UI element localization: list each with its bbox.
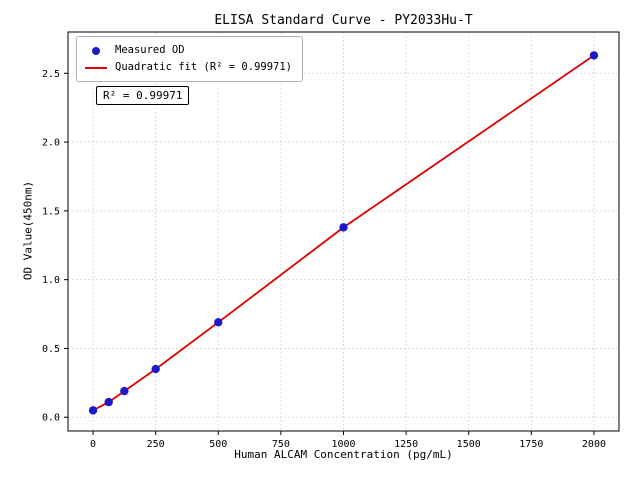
x-tick-label: 1000	[331, 439, 355, 450]
y-tick-label: 0.5	[42, 344, 60, 355]
x-tick-label: 1750	[519, 439, 543, 450]
y-tick-label: 2.5	[42, 69, 60, 80]
r-squared-annotation: R² = 0.99971	[96, 86, 190, 105]
legend-label-measured: Measured OD	[115, 44, 185, 56]
x-tick-label: 0	[90, 439, 96, 450]
data-point	[589, 51, 599, 60]
chart-title: ELISA Standard Curve - PY2033Hu-T	[214, 13, 473, 28]
x-axis-label: Human ALCAM Concentration (pg/mL)	[234, 448, 453, 461]
legend-label-fit: Quadratic fit (R² = 0.99971)	[115, 61, 293, 73]
x-tick-label: 500	[209, 439, 227, 450]
y-tick-label: 0.0	[42, 413, 60, 424]
legend: Measured OD Quadratic fit (R² = 0.99971)	[76, 36, 304, 82]
measured-od-marker-icon	[92, 46, 100, 55]
y-tick-label: 2.0	[42, 138, 60, 149]
y-tick-label: 1.0	[42, 275, 60, 286]
x-tick-label: 1250	[394, 439, 418, 450]
x-tick-label: 2000	[582, 439, 606, 450]
data-point	[120, 386, 129, 396]
x-tick-label: 250	[147, 439, 165, 450]
x-tick-label: 750	[272, 439, 290, 450]
data-point	[104, 397, 113, 407]
y-tick-label: 1.5	[42, 206, 60, 217]
legend-entry-measured: Measured OD	[85, 42, 292, 59]
legend-entry-fit: Quadratic fit (R² = 0.99971)	[85, 59, 292, 76]
fit-line-marker-icon	[85, 66, 107, 69]
data-point	[214, 318, 223, 327]
data-point	[88, 406, 98, 415]
data-point	[151, 364, 160, 374]
x-tick-label: 1500	[457, 439, 481, 450]
data-point	[339, 223, 348, 232]
